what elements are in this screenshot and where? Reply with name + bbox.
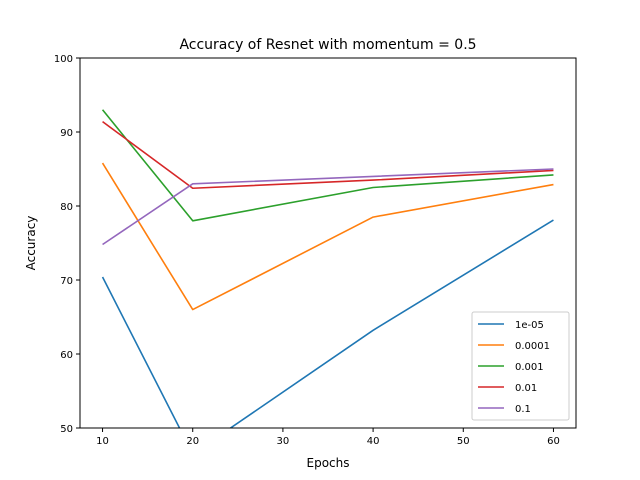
- y-tick-label: 90: [60, 128, 73, 139]
- legend-label: 0.0001: [515, 341, 550, 352]
- x-tick-label: 40: [367, 436, 380, 447]
- x-axis-label: Epochs: [307, 456, 350, 470]
- x-tick-label: 60: [547, 436, 560, 447]
- series-line-1: [101, 162, 554, 311]
- legend-label: 0.1: [515, 404, 531, 415]
- legend: 1e-05 0.0001 0.001 0.01 0.1: [471, 311, 570, 421]
- y-axis-label: Accuracy: [24, 216, 38, 271]
- y-tick-label: 70: [60, 276, 73, 287]
- series-lines: [101, 109, 554, 428]
- legend-box: [471, 311, 570, 421]
- x-axis-ticks: 10 20 30 40 50 60: [96, 428, 560, 447]
- series-line-3: [102, 120, 554, 190]
- series-line-2: [101, 109, 554, 222]
- y-tick-label: 60: [60, 350, 73, 361]
- series-line-4: [102, 168, 554, 246]
- x-tick-label: 30: [277, 436, 290, 447]
- x-tick-label: 50: [457, 436, 470, 447]
- y-tick-label: 50: [60, 424, 73, 435]
- x-tick-label: 10: [96, 436, 109, 447]
- plot-frame: [79, 57, 577, 429]
- legend-label: 0.01: [515, 383, 537, 394]
- series-line-0: [101, 219, 554, 428]
- x-tick-label: 20: [186, 436, 199, 447]
- legend-label: 1e-05: [515, 320, 544, 331]
- chart-title: Accuracy of Resnet with momentum = 0.5: [179, 37, 476, 53]
- y-tick-label: 80: [60, 202, 73, 213]
- y-tick-label: 100: [54, 54, 73, 65]
- legend-label: 0.001: [515, 362, 544, 373]
- y-axis-ticks: 50 60 70 80 90 100: [54, 54, 80, 435]
